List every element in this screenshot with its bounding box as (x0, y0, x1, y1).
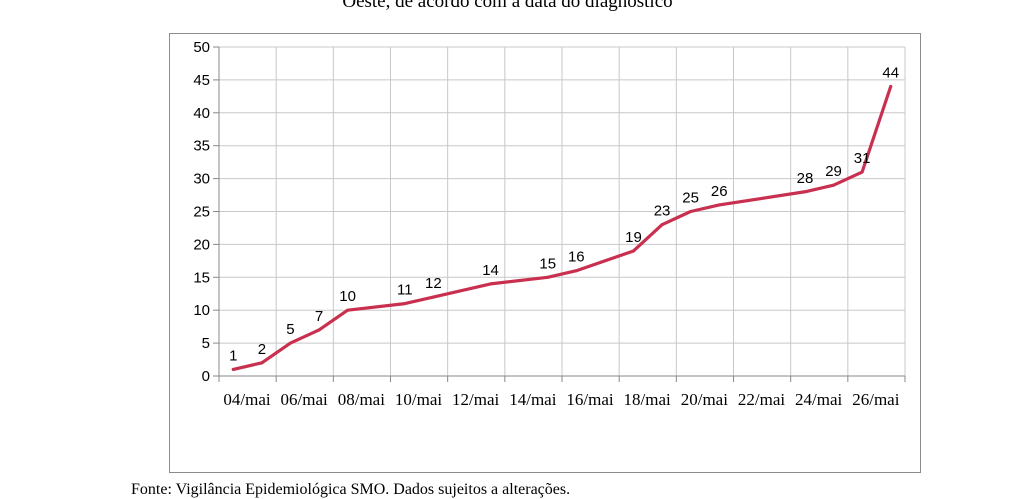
x-tick-label: 04/mai (223, 390, 270, 409)
data-label: 11 (397, 282, 413, 299)
grid-lines (219, 46, 906, 376)
y-tick-label: 40 (193, 105, 210, 122)
data-label: 19 (625, 229, 642, 246)
data-label: 12 (425, 275, 442, 292)
x-tick-label: 26/mai (852, 390, 899, 409)
x-tick-label: 18/mai (624, 390, 671, 409)
y-tick-label: 5 (202, 335, 210, 352)
figure-caption: Oeste, de acordo com a data do diagnósti… (342, 0, 673, 12)
y-tick-label: 45 (193, 72, 210, 89)
data-label: 1 (229, 347, 237, 364)
x-tick-label: 14/mai (509, 390, 556, 409)
y-tick-label: 30 (193, 171, 210, 188)
data-point (403, 302, 407, 306)
data-label: 29 (825, 163, 842, 180)
data-point (231, 367, 235, 371)
data-point (889, 84, 893, 88)
data-label: 14 (482, 262, 499, 279)
data-point (489, 282, 493, 286)
data-point (631, 249, 635, 253)
data-label: 23 (654, 203, 671, 220)
data-label: 26 (711, 183, 728, 200)
data-point (574, 269, 578, 273)
data-point (346, 308, 350, 312)
data-point (803, 190, 807, 194)
y-tick-label: 50 (193, 39, 210, 56)
y-tick-label: 20 (193, 236, 210, 253)
data-label: 5 (286, 321, 294, 338)
y-tick-label: 35 (193, 138, 210, 155)
series-polyline (231, 84, 893, 372)
data-label: 31 (854, 150, 871, 167)
data-point (431, 295, 435, 299)
data-label: 7 (315, 308, 323, 325)
source-note: Fonte: Vigilância Epidemiológica SMO. Da… (131, 481, 571, 498)
data-point (717, 203, 721, 207)
data-point (660, 223, 664, 227)
x-tick-label: 08/mai (338, 390, 385, 409)
data-label: 25 (682, 190, 699, 207)
data-point (689, 210, 693, 213)
data-label: 2 (258, 341, 266, 358)
data-point (317, 328, 321, 332)
y-tick-label: 10 (193, 302, 210, 319)
x-tick-label: 24/mai (795, 390, 842, 409)
data-label: 15 (539, 255, 556, 272)
x-tick-label: 12/mai (452, 390, 499, 409)
data-point (860, 170, 864, 174)
series-line (231, 84, 893, 372)
data-label: 28 (797, 170, 814, 187)
data-point (546, 275, 550, 279)
data-point (260, 361, 264, 365)
x-tick-label: 06/mai (281, 390, 328, 409)
x-tick-label: 20/mai (681, 390, 728, 409)
data-label: 10 (339, 288, 356, 305)
data-label: 44 (882, 64, 899, 81)
x-tick-label: 22/mai (738, 390, 785, 409)
x-tick-label: 10/mai (395, 390, 442, 409)
y-tick-label: 15 (193, 269, 210, 286)
data-point (832, 183, 836, 187)
y-tick-label: 0 (202, 368, 210, 385)
x-tick-label: 16/mai (566, 390, 613, 409)
y-tick-label: 25 (193, 204, 210, 221)
data-label: 16 (568, 249, 585, 266)
chart-frame (169, 33, 921, 473)
data-point (288, 341, 292, 345)
